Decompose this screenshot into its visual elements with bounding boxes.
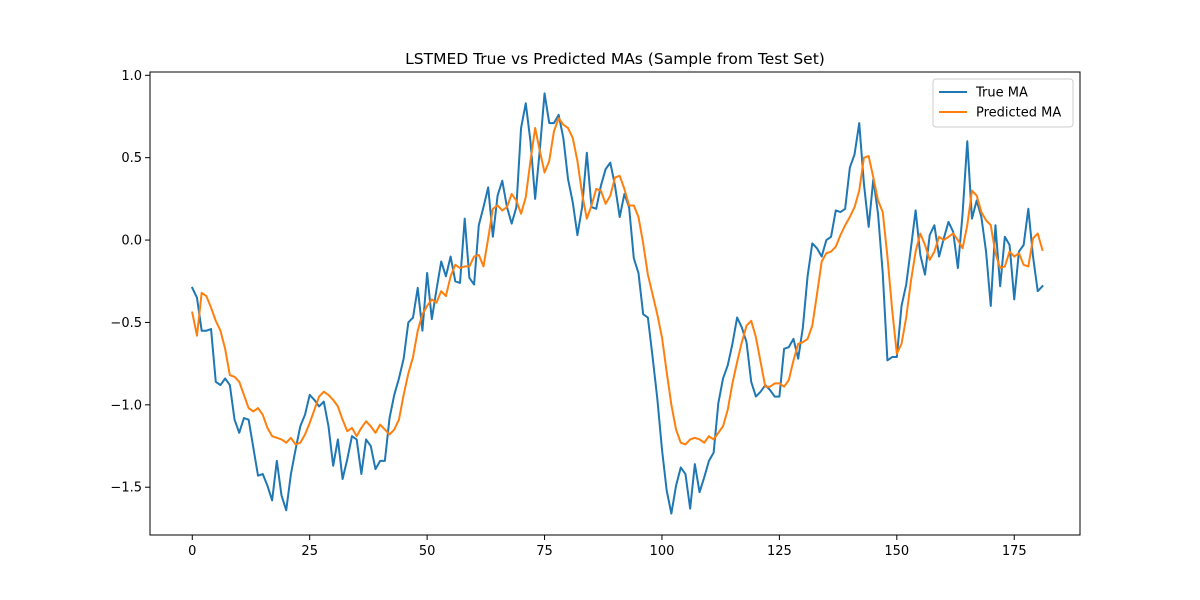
y-tick-label: 0.5	[121, 151, 142, 166]
y-tick-label: −1.0	[110, 398, 142, 413]
x-tick-label: 150	[884, 544, 909, 559]
x-axis: 0 25 50 75 100 125 150 175	[188, 535, 1027, 559]
legend-box	[932, 78, 1074, 128]
chart-title: LSTMED True vs Predicted MAs (Sample fro…	[405, 50, 825, 68]
y-tick-label: 1.0	[121, 69, 142, 84]
x-tick-label: 25	[301, 544, 318, 559]
x-tick-label: 125	[767, 544, 792, 559]
series-layer	[190, 92, 1044, 515]
y-tick-label: 0.0	[121, 234, 142, 249]
axes-frame	[149, 71, 1081, 536]
y-tick-label: −1.5	[110, 481, 142, 496]
y-tick-label: −0.5	[110, 316, 142, 331]
series-line-predicted-ma	[191, 117, 1044, 446]
legend-label: Predicted MA	[976, 106, 1061, 121]
y-axis: −1.5 −1.0 −0.5 0.0 0.5 1.0	[110, 69, 150, 496]
x-tick-label: 0	[188, 544, 196, 559]
x-tick-label: 75	[536, 544, 553, 559]
x-tick-label: 100	[650, 544, 675, 559]
series-line-true-ma	[190, 92, 1044, 515]
x-tick-label: 175	[1002, 544, 1027, 559]
legend-label: True MA	[975, 86, 1028, 101]
x-tick-label: 50	[419, 544, 436, 559]
legend: True MA Predicted MA	[932, 78, 1074, 128]
